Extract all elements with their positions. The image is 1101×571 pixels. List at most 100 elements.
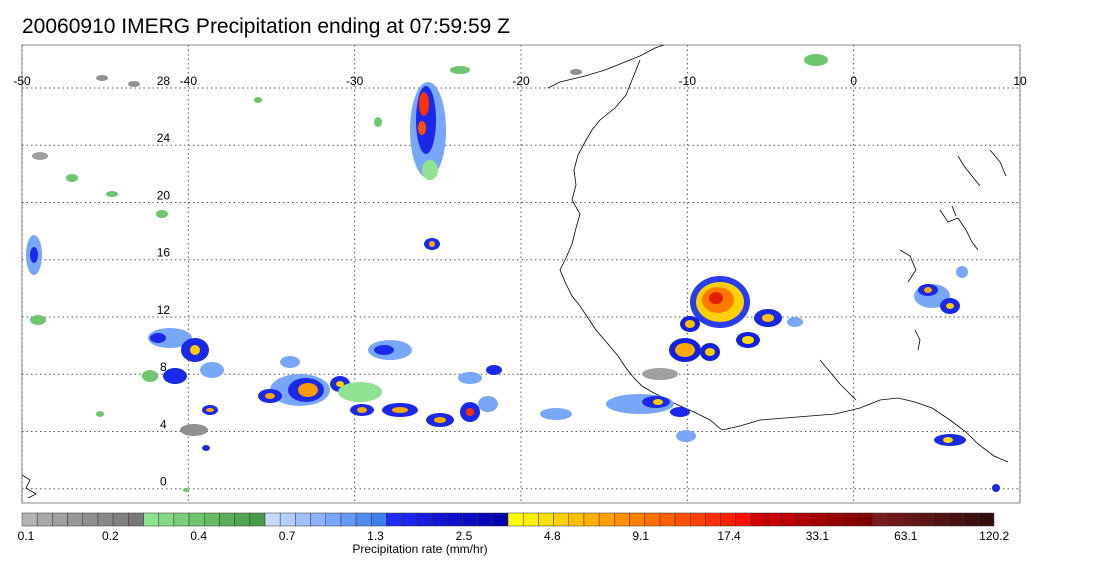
colorbar-swatch <box>796 512 812 527</box>
colorbar-swatch <box>857 512 873 527</box>
colorbar-swatch <box>219 512 235 527</box>
colorbar-swatch <box>583 512 600 527</box>
latitude-labels: 0 4 8 12 16 20 24 28 <box>157 74 171 489</box>
colorbar-swatch <box>690 512 706 527</box>
lon-tick-label: -50 <box>13 74 31 88</box>
colorbar-swatch <box>765 512 782 527</box>
colorbar-swatch <box>158 512 175 527</box>
lon-tick-label: 10 <box>1013 74 1027 88</box>
colorbar-tick-label: 0.7 <box>279 529 296 543</box>
colorbar-swatch <box>659 512 676 527</box>
lat-tick-label: 0 <box>160 475 167 489</box>
colorbar-swatch <box>507 512 524 527</box>
lon-tick-label: -20 <box>512 74 530 88</box>
colorbar-tick-label: 0.4 <box>190 529 207 543</box>
colorbar-swatch <box>143 512 159 527</box>
colorbar-swatch <box>279 512 296 527</box>
colorbar-swatch <box>902 512 919 527</box>
lat-tick-label: 28 <box>157 74 171 88</box>
precipitation-field <box>26 54 1000 492</box>
colorbar-swatch <box>204 512 220 527</box>
colorbar-swatch <box>188 512 205 527</box>
colorbar-swatch <box>371 512 387 527</box>
colorbar-swatch <box>249 512 266 527</box>
colorbar-swatch <box>416 512 433 527</box>
colorbar-swatch <box>295 512 311 527</box>
colorbar-swatch <box>781 512 797 527</box>
lat-tick-label: 12 <box>157 303 171 317</box>
colorbar-swatch <box>355 512 372 527</box>
colorbar-swatch <box>553 512 569 527</box>
colorbar-swatch <box>872 512 888 527</box>
colorbar-swatch <box>264 512 281 527</box>
colorbar-swatch <box>933 512 949 527</box>
colorbar-swatch <box>82 512 99 527</box>
map-title: 20060910 IMERG Precipitation ending at 0… <box>22 15 510 38</box>
colorbar-tick-label: 1.3 <box>367 529 384 543</box>
lat-tick-label: 8 <box>160 360 167 374</box>
colorbar-swatch <box>173 512 190 527</box>
colorbar-swatch <box>462 512 478 527</box>
lat-tick-label: 20 <box>157 188 171 202</box>
colorbar-swatch <box>978 512 995 527</box>
colorbar-swatch <box>340 512 357 527</box>
colorbar-swatch <box>431 512 448 527</box>
colorbar-swatch <box>598 512 615 527</box>
colorbar-swatch <box>811 512 828 527</box>
colorbar-swatch <box>538 512 554 527</box>
colorbar-tick-label: 2.5 <box>456 529 473 543</box>
colorbar-title: Precipitation rate (mm/hr) <box>352 542 487 556</box>
colorbar-swatch <box>720 512 737 527</box>
colorbar-tick-label: 4.8 <box>544 529 561 543</box>
colorbar-tick-label: 33.1 <box>806 529 830 543</box>
colorbar-swatch <box>401 512 418 527</box>
colorbar-swatch <box>112 512 129 527</box>
colorbar-tick-label: 0.2 <box>102 529 119 543</box>
lat-tick-label: 16 <box>157 246 171 260</box>
colorbar-swatch <box>629 512 645 527</box>
colorbar-swatch <box>917 512 934 527</box>
coastline <box>21 44 1009 499</box>
colorbar-swatch <box>735 512 752 527</box>
colorbar-swatch <box>887 512 904 527</box>
colorbar-swatch <box>325 512 342 527</box>
colorbar-swatch <box>963 512 980 527</box>
colorbar-swatch <box>310 512 326 527</box>
colorbar-swatch <box>522 512 539 527</box>
colorbar-swatch <box>948 512 964 527</box>
colorbar-swatch <box>674 512 691 527</box>
colorbar-tick-label: 63.1 <box>894 529 918 543</box>
colorbar-tick-labels: 0.1 0.2 0.4 0.7 1.3 2.5 4.8 9.1 17.4 33.1 63.1 120.… <box>18 529 1010 543</box>
colorbar-swatches <box>21 512 995 527</box>
colorbar-swatch <box>234 512 251 527</box>
lon-tick-label: 0 <box>850 74 857 88</box>
colorbar-swatch <box>568 512 585 527</box>
colorbar-swatch <box>492 512 509 527</box>
longitude-labels: -50 -40 -30 -20 -10 0 10 <box>13 74 1027 88</box>
colorbar-tick-label: 0.1 <box>18 529 35 543</box>
colorbar-swatch <box>614 512 630 527</box>
colorbar-swatch <box>21 512 38 527</box>
colorbar-swatch <box>447 512 463 527</box>
colorbar-swatch <box>97 512 114 527</box>
colorbar-tick-label: 120.2 <box>979 529 1009 543</box>
colorbar-tick-label: 17.4 <box>717 529 741 543</box>
lon-tick-label: -40 <box>180 74 198 88</box>
colorbar-swatch <box>841 512 858 527</box>
lon-tick-label: -10 <box>679 74 697 88</box>
lon-tick-label: -30 <box>346 74 364 88</box>
colorbar-swatch <box>644 512 661 527</box>
lat-tick-label: 24 <box>157 131 171 145</box>
precipitation-map: -50 -40 -30 -20 -10 0 10 0 4 8 12 16 20 24 28 <box>13 44 1027 504</box>
colorbar-tick-label: 9.1 <box>632 529 649 543</box>
colorbar-swatch <box>750 512 767 527</box>
colorbar-swatch <box>128 512 144 527</box>
colorbar-swatch <box>477 512 494 527</box>
colorbar-swatch <box>705 512 721 527</box>
lat-tick-label: 4 <box>160 417 167 431</box>
colorbar-swatch <box>826 512 843 527</box>
colorbar-swatch <box>36 512 53 527</box>
colorbar-swatch <box>67 512 83 527</box>
colorbar-swatch <box>52 512 68 527</box>
